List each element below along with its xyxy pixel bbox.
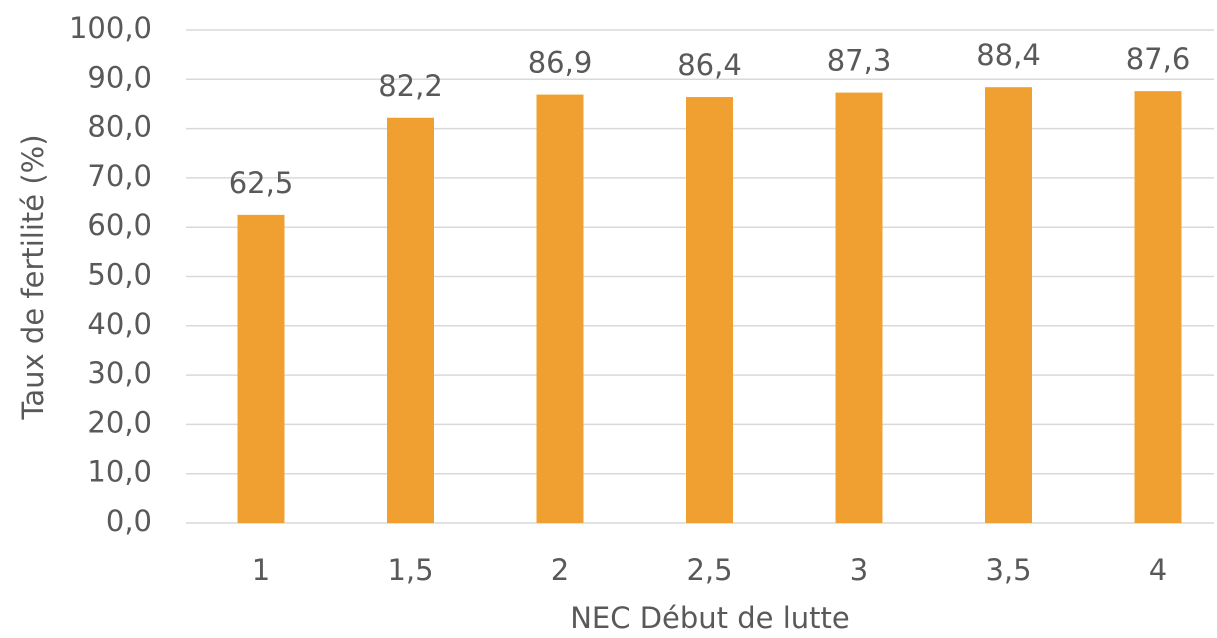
x-tick-label: 2 [551,553,569,587]
y-tick-label: 10,0 [87,455,152,489]
y-tick-label: 70,0 [87,159,152,193]
data-label: 88,4 [976,38,1041,72]
y-axis-title: Taux de fertilité (%) [16,134,50,420]
bar [1134,91,1182,523]
x-tick-label: 2,5 [686,553,732,587]
data-label: 87,3 [827,44,892,78]
data-label: 86,9 [528,46,593,80]
bar [985,87,1032,524]
x-tick-label: 4 [1149,553,1167,587]
x-tick-label: 3,5 [985,553,1031,587]
bar [835,92,883,524]
bar [536,94,584,523]
y-tick-label: 100,0 [69,11,152,45]
y-tick-label: 50,0 [87,258,152,292]
bar [387,117,434,523]
y-tick-label: 0,0 [106,504,152,538]
y-tick-label: 80,0 [87,110,152,144]
data-label: 86,4 [677,48,742,82]
data-label: 87,6 [1126,42,1191,76]
y-tick-label: 30,0 [87,356,152,390]
data-label: 82,2 [378,69,443,103]
x-tick-label: 1 [252,553,270,587]
y-tick-label: 20,0 [87,405,152,439]
bar [686,97,733,523]
x-axis-title: NEC Début de lutte [570,601,850,635]
y-tick-label: 60,0 [87,208,152,242]
bar [237,214,285,523]
y-tick-label: 40,0 [87,307,152,341]
x-tick-label: 3 [850,553,868,587]
x-tick-label: 1,5 [387,553,433,587]
y-tick-label: 90,0 [87,60,152,94]
data-label: 62,5 [229,166,294,200]
